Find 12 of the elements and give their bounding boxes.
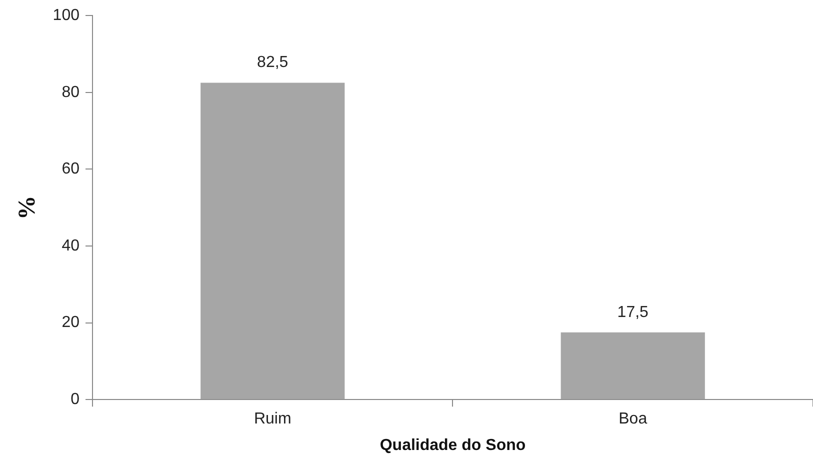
x-tick-label: Boa xyxy=(618,410,648,428)
y-tick-label: 100 xyxy=(52,7,80,24)
y-tick-label: 60 xyxy=(62,160,80,178)
y-tick-label: 40 xyxy=(62,237,80,254)
x-axis-title: Qualidade do Sono xyxy=(380,436,526,454)
y-tick-label: 0 xyxy=(70,391,80,408)
y-tick-label: 80 xyxy=(62,84,80,101)
data-label: 17,5 xyxy=(617,304,649,321)
y-axis-title: % xyxy=(14,196,41,220)
y-tick-label: 20 xyxy=(62,314,80,332)
data-label: 82,5 xyxy=(257,54,288,72)
x-tick-label: Ruim xyxy=(254,410,292,428)
